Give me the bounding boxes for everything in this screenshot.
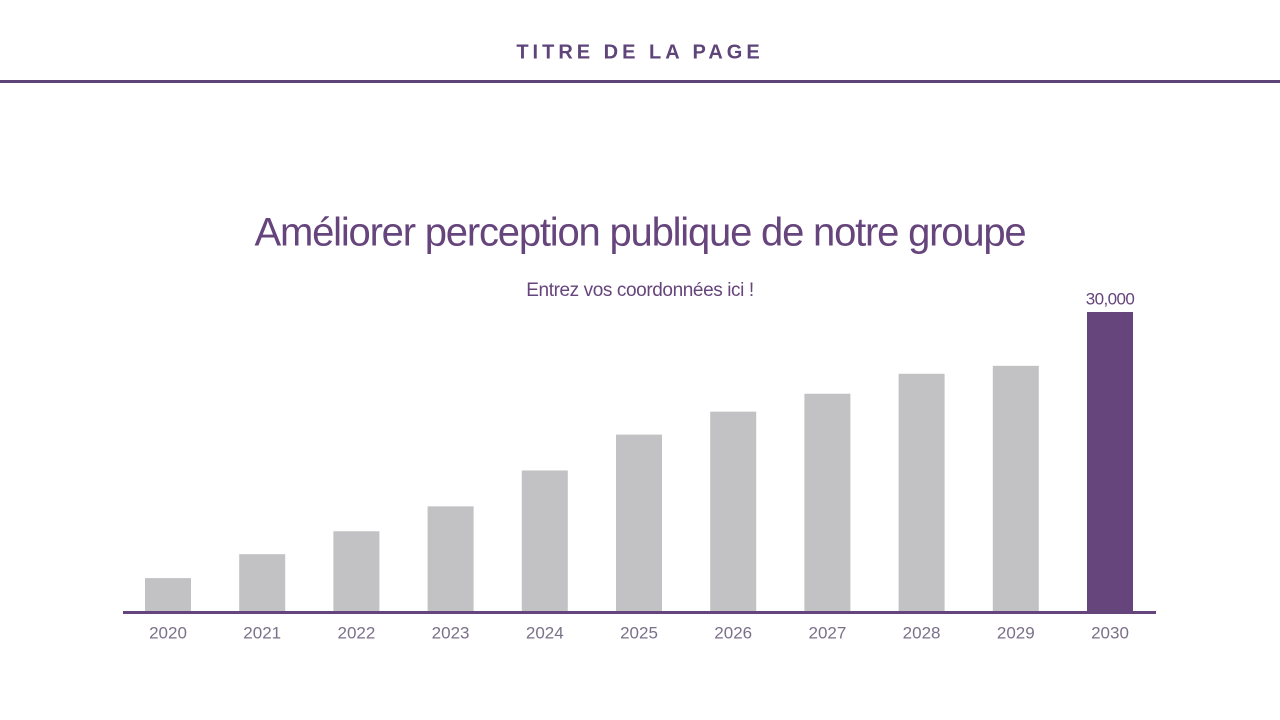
bar: [145, 578, 191, 611]
bar: [710, 411, 757, 611]
x-tick-label: 2030: [1091, 623, 1129, 642]
x-tick-label: 2029: [997, 623, 1035, 642]
bar: [992, 365, 1039, 611]
value-label: 30,000: [1086, 289, 1135, 308]
plot: 2020 2021 2022 2023 2024 2025 2026 2027 2028 2029…: [145, 289, 1135, 642]
bar: [239, 554, 286, 611]
header-rule: [0, 80, 1280, 83]
bar: [427, 506, 474, 611]
x-tick-label: 2024: [526, 623, 564, 642]
x-tick-label: 2022: [337, 623, 375, 642]
baseline: [123, 611, 1156, 614]
x-tick-label: 2028: [903, 623, 941, 642]
bar: [616, 434, 662, 611]
page-title: TITRE DE LA PAGE: [516, 41, 763, 63]
chart-subtitle: Entrez vos coordonnées ici !: [526, 280, 753, 301]
x-tick-label: 2021: [243, 623, 281, 642]
bar: [898, 373, 945, 611]
x-tick-label: 2025: [620, 623, 658, 642]
x-tick-label: 2020: [149, 623, 187, 642]
bar: [804, 393, 851, 611]
bar: [521, 470, 568, 611]
x-tick-label: 2026: [714, 623, 752, 642]
bar: [1087, 312, 1133, 611]
chart-title: Améliorer perception publique de notre g…: [255, 211, 1026, 255]
x-tick-label: 2027: [808, 623, 846, 642]
bar: [333, 531, 380, 611]
x-tick-label: 2023: [432, 623, 470, 642]
